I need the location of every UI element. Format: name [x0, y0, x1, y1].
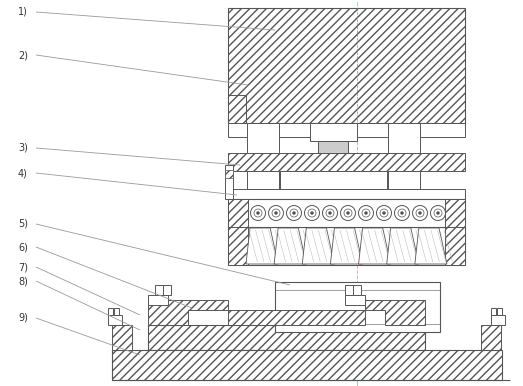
Circle shape	[290, 209, 298, 217]
Circle shape	[347, 212, 349, 215]
Bar	[108, 315, 122, 325]
Bar	[114, 308, 119, 315]
Polygon shape	[228, 227, 248, 265]
Bar	[445, 199, 465, 227]
Circle shape	[362, 209, 370, 217]
Polygon shape	[386, 228, 419, 264]
Bar	[148, 325, 425, 350]
Polygon shape	[246, 228, 278, 264]
Bar	[388, 123, 420, 153]
Bar	[148, 295, 168, 305]
Bar	[108, 308, 113, 315]
Bar	[345, 295, 365, 305]
Circle shape	[304, 205, 320, 220]
Text: 6): 6)	[18, 242, 28, 252]
Polygon shape	[274, 228, 306, 264]
Bar	[491, 315, 505, 325]
Circle shape	[326, 209, 334, 217]
Bar	[228, 8, 465, 123]
Circle shape	[323, 205, 337, 220]
Bar	[247, 123, 279, 153]
Bar	[481, 325, 501, 350]
Bar	[112, 325, 132, 350]
Circle shape	[344, 209, 352, 217]
Polygon shape	[445, 227, 465, 265]
Text: 7): 7)	[18, 262, 28, 272]
Circle shape	[287, 205, 301, 220]
Bar	[228, 95, 246, 123]
Circle shape	[311, 212, 313, 215]
Polygon shape	[148, 300, 228, 325]
Bar	[497, 308, 502, 315]
Circle shape	[418, 212, 422, 215]
Text: 8): 8)	[18, 276, 28, 286]
Circle shape	[380, 209, 388, 217]
Bar	[228, 199, 465, 227]
Bar	[353, 285, 361, 295]
Circle shape	[382, 212, 385, 215]
Circle shape	[268, 205, 283, 220]
Text: 2): 2)	[18, 50, 28, 60]
Circle shape	[377, 205, 392, 220]
Polygon shape	[365, 300, 425, 325]
Polygon shape	[228, 227, 465, 265]
Bar	[225, 165, 233, 199]
Bar	[225, 170, 233, 178]
Text: 3): 3)	[18, 143, 28, 153]
Text: 9): 9)	[18, 313, 28, 323]
Polygon shape	[331, 228, 362, 264]
Circle shape	[394, 205, 410, 220]
Circle shape	[254, 209, 262, 217]
Polygon shape	[359, 228, 391, 264]
Circle shape	[272, 209, 280, 217]
Bar	[155, 285, 163, 295]
Circle shape	[340, 205, 356, 220]
Polygon shape	[415, 228, 447, 264]
Bar	[163, 285, 171, 295]
Circle shape	[437, 212, 439, 215]
Circle shape	[308, 209, 316, 217]
Circle shape	[430, 205, 446, 220]
Text: 1): 1)	[18, 7, 28, 17]
Bar	[491, 308, 496, 315]
Polygon shape	[302, 228, 334, 264]
Bar	[228, 199, 248, 227]
Circle shape	[398, 209, 406, 217]
Circle shape	[358, 205, 373, 220]
Circle shape	[413, 205, 427, 220]
Bar	[228, 189, 465, 199]
Circle shape	[401, 212, 404, 215]
Bar	[247, 171, 279, 189]
Circle shape	[292, 212, 295, 215]
Circle shape	[251, 205, 266, 220]
Bar	[388, 171, 420, 189]
Bar	[280, 171, 387, 189]
Text: 4): 4)	[18, 168, 28, 178]
Bar	[310, 123, 357, 141]
Text: 5): 5)	[18, 219, 28, 229]
Bar	[112, 350, 502, 380]
Bar	[228, 153, 465, 171]
Bar	[318, 141, 348, 153]
Bar	[275, 282, 440, 332]
Bar	[228, 123, 465, 137]
Bar	[345, 285, 353, 295]
Circle shape	[434, 209, 442, 217]
Circle shape	[275, 212, 278, 215]
Circle shape	[365, 212, 368, 215]
Circle shape	[256, 212, 259, 215]
Bar	[228, 310, 365, 325]
Circle shape	[416, 209, 424, 217]
Circle shape	[328, 212, 332, 215]
